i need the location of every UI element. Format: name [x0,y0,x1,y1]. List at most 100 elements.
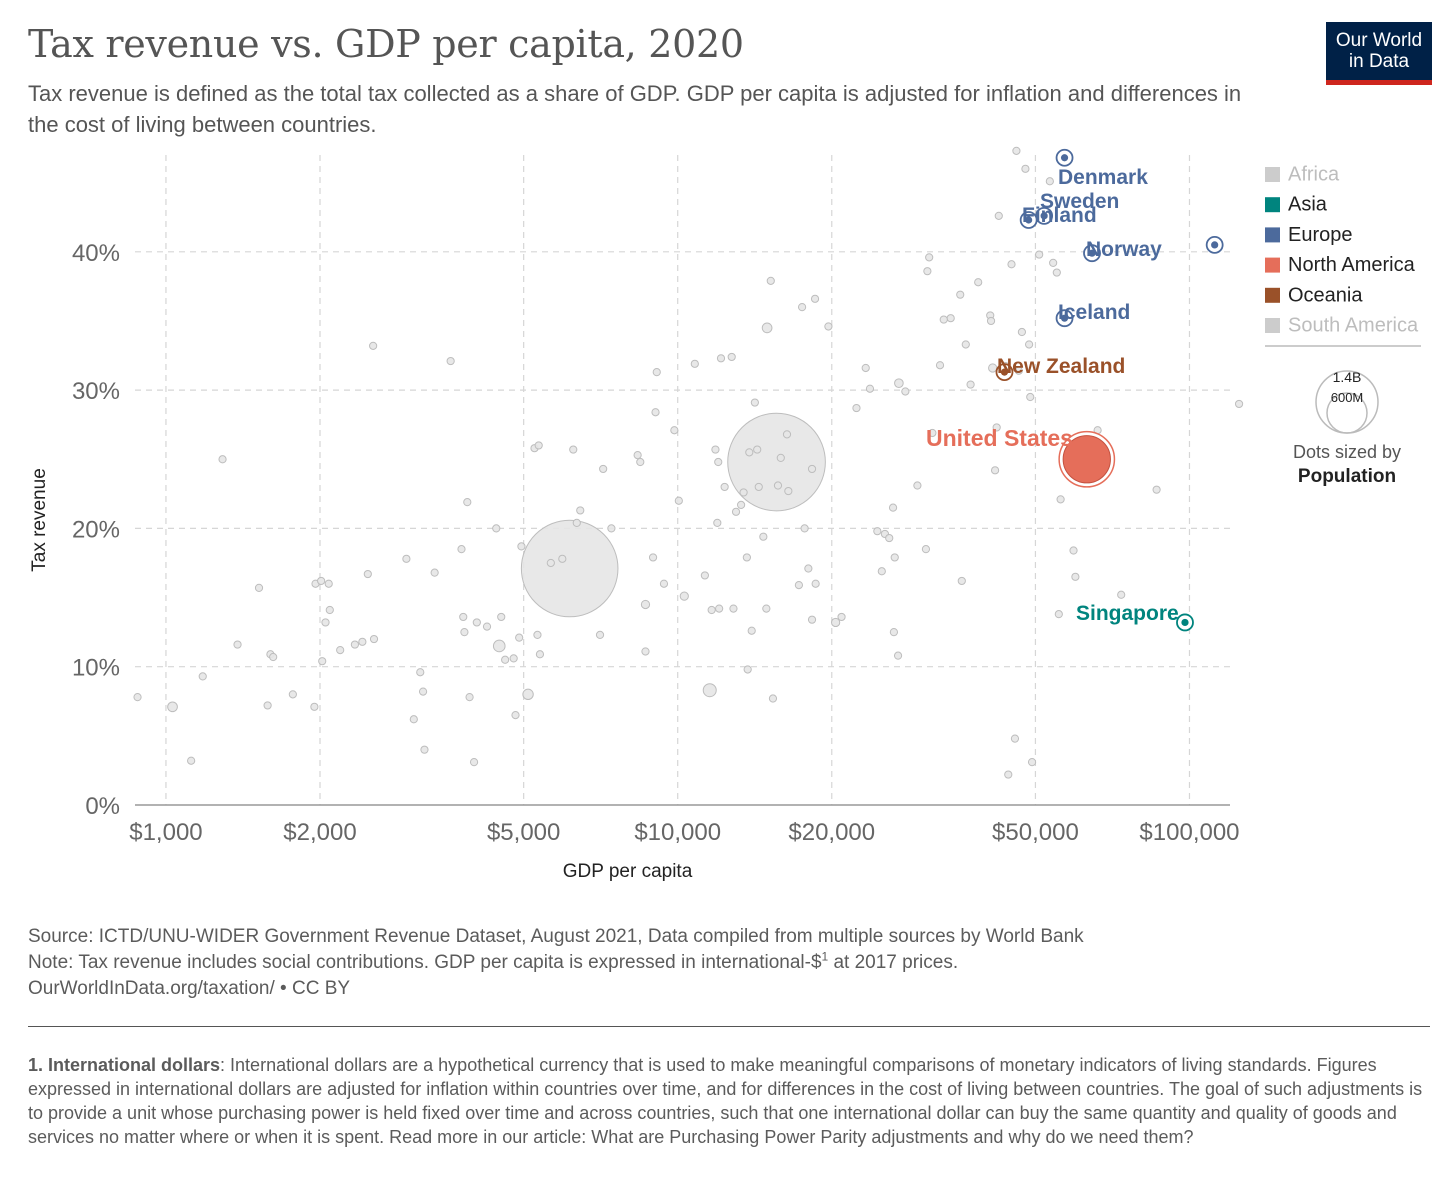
data-point [913,481,922,490]
data-point [707,605,716,615]
country-label: Norway [1086,238,1162,261]
data-point [966,380,975,389]
axes: 0% 10% 20% 30% 40% $1,000 $2,000 $5,000 $10,000 $… [29,240,1240,882]
data-point [1025,340,1034,349]
data-point [889,628,898,637]
data-point [807,464,817,474]
owid-logo[interactable]: Our World in Data [1326,22,1432,85]
size-legend-large-label: 1.4B [1333,369,1362,385]
data-point [759,532,768,541]
data-point [534,441,543,450]
x-tick-label: $5,000 [487,819,560,846]
data-point [727,412,826,512]
data-point-highlighted [1181,618,1189,627]
data-point [1234,399,1244,409]
data-point [773,481,783,490]
data-point [794,581,803,590]
data-point [1069,546,1078,555]
data-point [607,524,616,533]
data-point [1071,572,1080,581]
data-point [324,579,333,588]
data-point [133,693,142,702]
data-point-highlighted [1088,249,1096,257]
note-footnote-ref[interactable]: 1 [821,949,829,964]
data-point [263,701,272,710]
note-text: Note: Tax revenue includes social contri… [28,950,1428,976]
data-point [1045,177,1054,186]
chart-subtitle: Tax revenue is defined as the total tax … [28,81,1242,137]
size-legend-variable: Population [1298,466,1396,487]
data-point [350,640,360,649]
data-point [459,612,468,622]
footnote: 1. International dollars: International … [28,1053,1428,1149]
data-point [720,482,729,492]
data-point [861,363,870,373]
data-point [1012,146,1021,155]
x-tick-label: $1,000 [129,819,202,846]
data-point [670,426,679,435]
country-label: United States [926,425,1073,451]
footnote-label: 1. International dollars [28,1055,221,1075]
data-point [1049,258,1058,267]
data-point [761,322,773,334]
data-point [1017,327,1027,337]
data-point [894,378,904,389]
data-point [784,486,793,496]
legend-label: Oceania [1288,284,1363,306]
country-label: New Zealand [997,355,1125,378]
data-point [885,533,894,543]
data-point [743,665,752,674]
data-point [569,445,578,454]
data-point [321,618,330,627]
country-label: Sweden [1040,190,1119,213]
data-point [702,683,717,698]
data-point [659,579,669,588]
data-point-highlighted [1060,154,1069,162]
data-point [762,604,771,613]
data-point [727,352,736,362]
data-point [336,646,345,655]
legend-label: Africa [1288,164,1340,186]
data-point [768,694,778,703]
data-point [358,637,367,646]
data-point [535,650,545,659]
country-label: Iceland [1058,301,1130,324]
data-point [572,518,581,527]
data-point [187,756,196,765]
data-point [690,359,699,368]
data-point [1152,485,1161,494]
data-point [599,464,608,474]
country-label: Denmark [1058,166,1148,189]
data-point [679,591,689,601]
x-tick-label: $50,000 [992,819,1079,846]
chart-title: Tax revenue vs. GDP per capita, 2020 [28,22,744,66]
data-point [520,519,619,618]
data-point [233,640,242,649]
footnote-text: : International dollars are a hypothetic… [28,1055,1423,1147]
legend-swatch [1265,287,1280,303]
data-point [457,545,466,554]
source-link[interactable]: OurWorldInData.org/taxation/ • CC BY [28,978,351,999]
data-point [986,316,996,326]
data-point [739,488,748,497]
country-label: Singapore [1076,602,1179,625]
x-tick-label: $100,000 [1139,819,1239,846]
data-point [1027,758,1037,767]
data-point [167,701,178,713]
data-point [893,651,903,660]
data-point [1004,770,1013,779]
data-point [804,564,813,573]
data-point [807,615,817,624]
data-point [956,290,965,299]
data-point [651,408,660,417]
data-point [310,702,319,711]
data-point [546,558,555,568]
data-point [648,553,658,562]
data-point [1026,392,1035,402]
logo-line-1: Our World [1335,30,1423,51]
legend-label: South America [1288,315,1419,337]
data-point-highlighted [1060,314,1069,322]
data-point [961,340,970,349]
data-point [636,457,645,467]
data-point [509,654,518,663]
